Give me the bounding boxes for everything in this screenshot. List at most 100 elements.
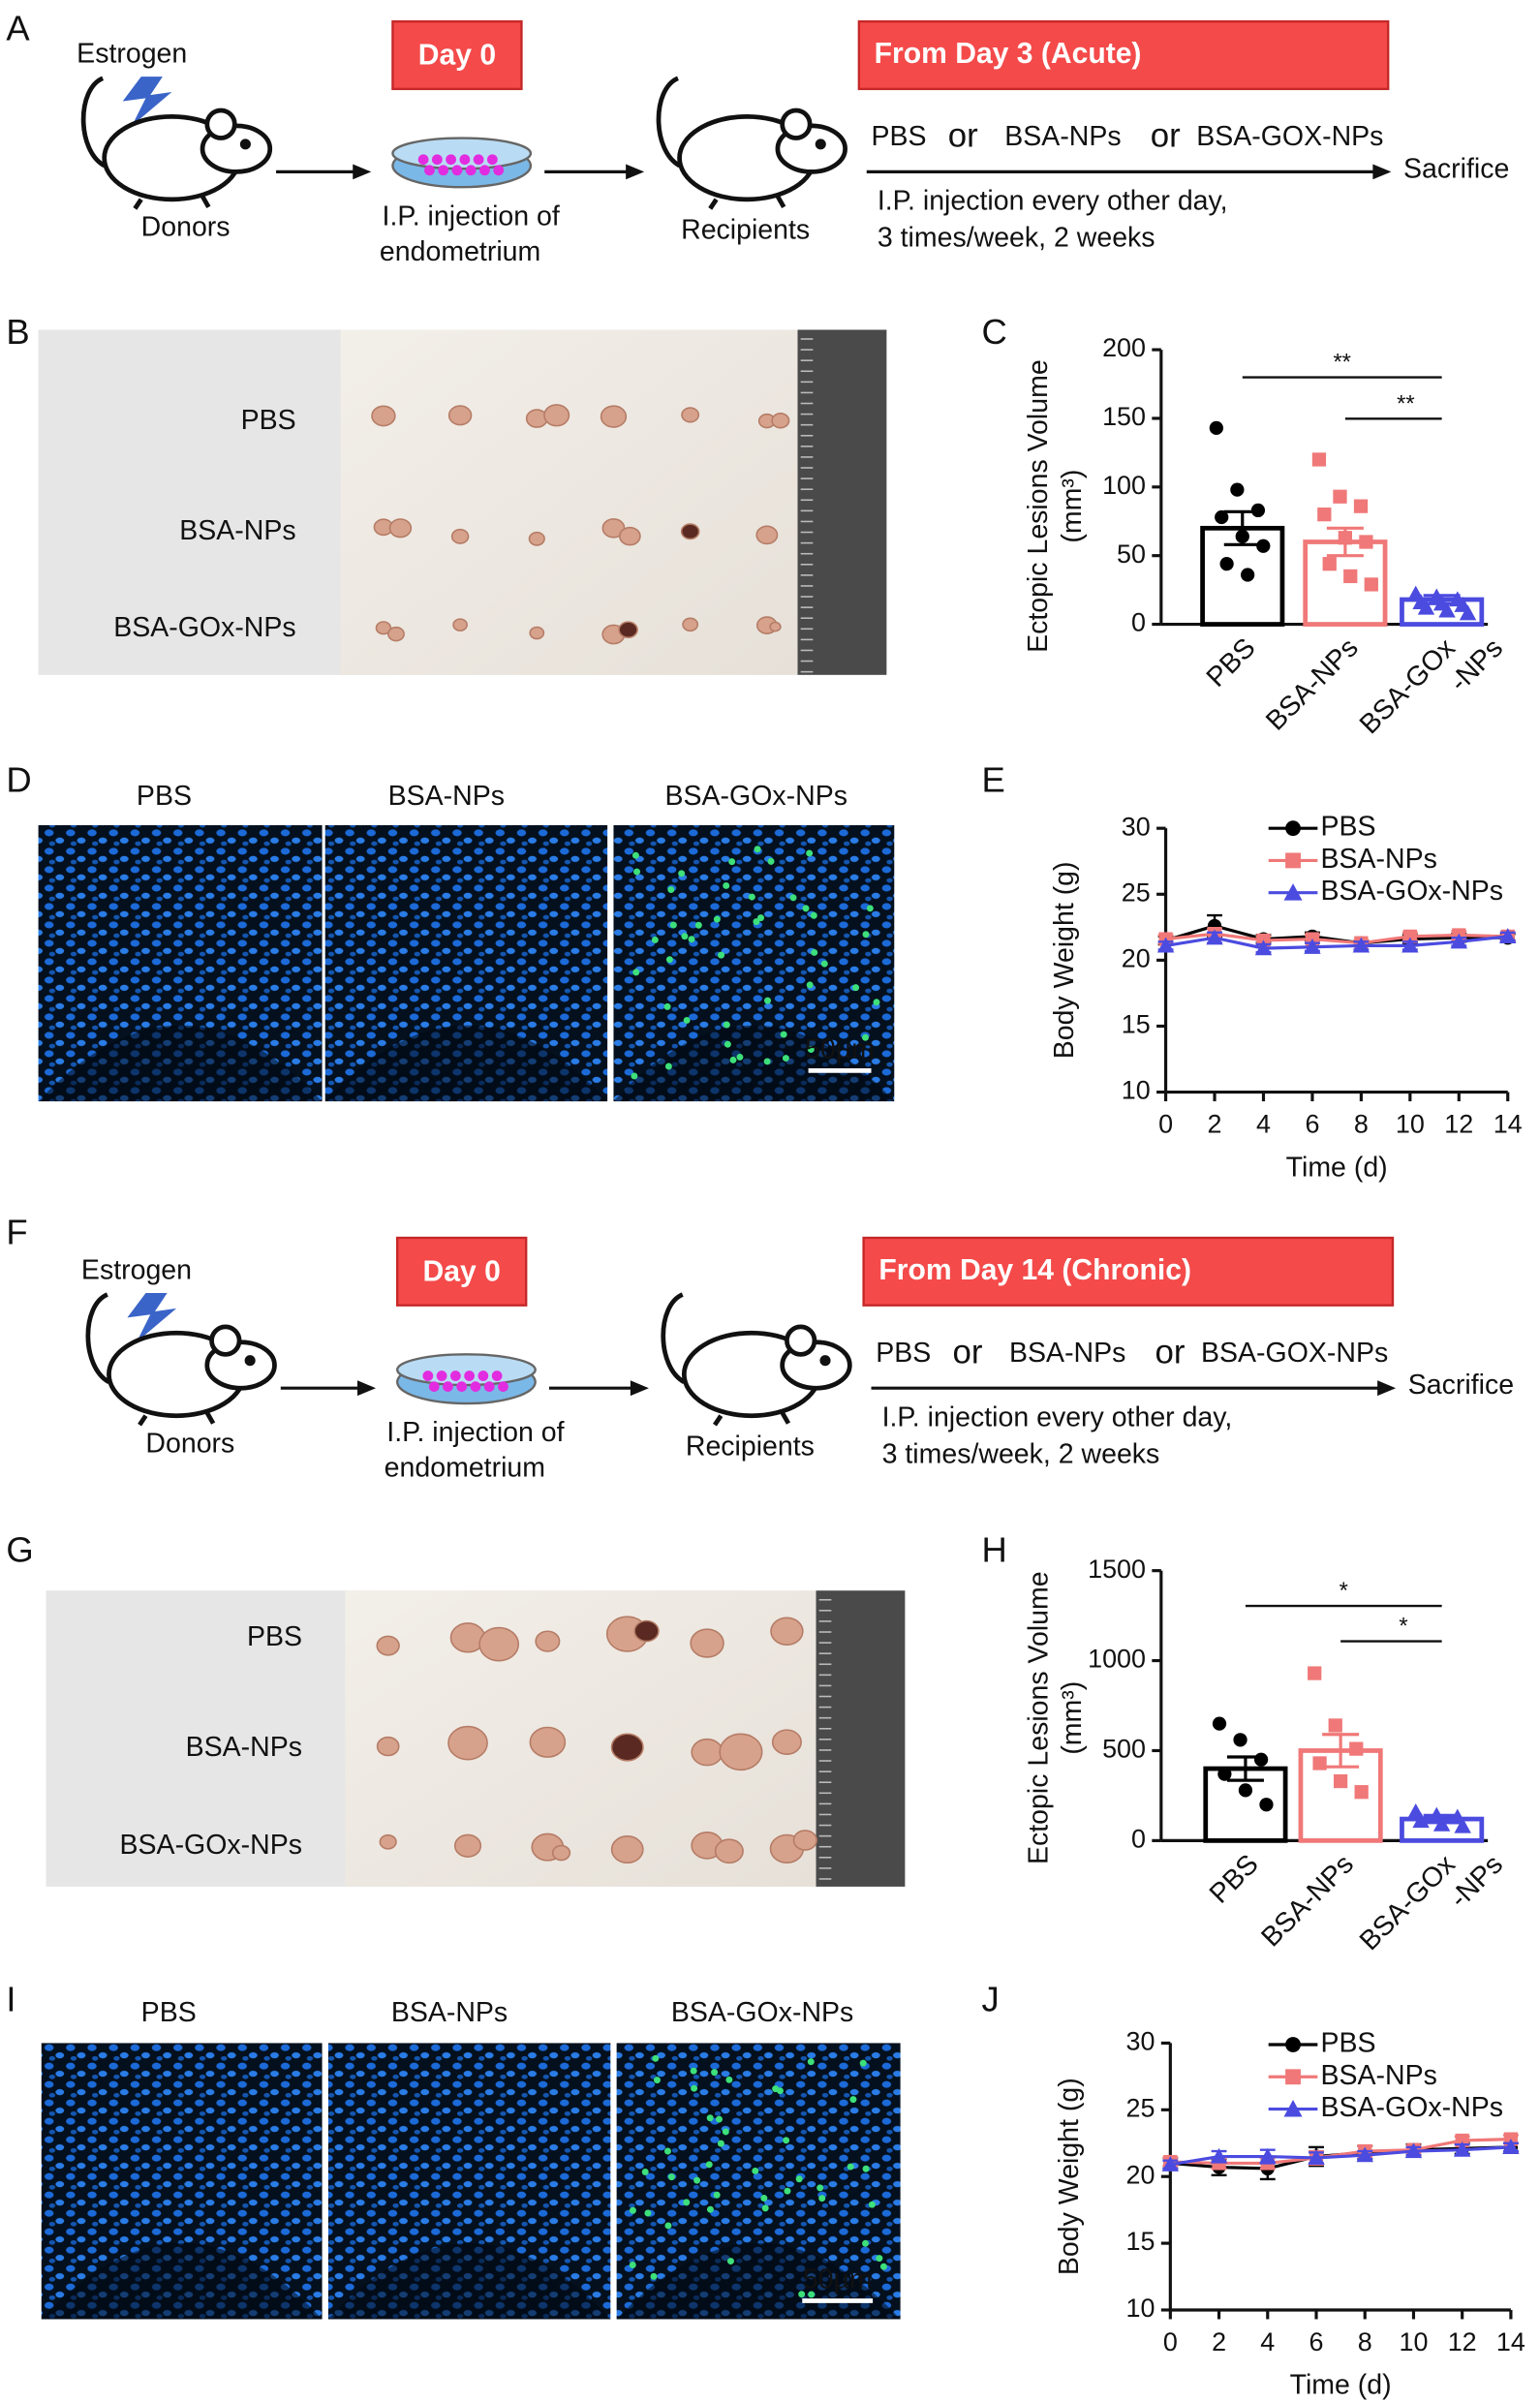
positive-cell [663, 2147, 671, 2155]
dish-cell [498, 1381, 508, 1393]
x-tick-label: 10 [1396, 1110, 1425, 1139]
mouse-tail [656, 76, 681, 169]
x-tick-label: BSA-NPs [1260, 632, 1365, 737]
micrograph-shade [41, 2243, 323, 2320]
lesion [528, 531, 545, 546]
positive-cell [678, 870, 686, 878]
lesion [535, 1630, 561, 1652]
positive-cell [820, 960, 828, 968]
positive-cell [667, 886, 675, 894]
x-tick-label: 0 [1158, 1110, 1173, 1139]
micrograph-label: PBS [141, 1997, 197, 2028]
positive-cell [879, 2263, 887, 2270]
marker [1250, 503, 1266, 518]
start-label: Day 0 [418, 40, 496, 72]
lesion [371, 405, 396, 427]
dish-cell [451, 165, 463, 176]
positive-cell [713, 915, 721, 923]
positive-cell [772, 2085, 780, 2093]
stimulus-label: Estrogen [81, 1254, 192, 1285]
dish-cell [493, 165, 505, 176]
positive-cell [752, 2167, 759, 2174]
lesion [771, 413, 790, 429]
group-label: PBS [876, 1338, 931, 1369]
lesion [447, 1725, 488, 1761]
donors-label: Donors [145, 1428, 234, 1459]
positive-cell [811, 948, 818, 956]
marker [1238, 1783, 1253, 1798]
marker [1219, 557, 1234, 571]
dish-cell [465, 165, 477, 176]
positive-cell [784, 2187, 791, 2195]
positive-cell [705, 2161, 713, 2169]
significance-label: * [1340, 1578, 1348, 1604]
series-line [1165, 932, 1508, 945]
x-tick-label: PBS [1201, 632, 1262, 693]
y-axis-label: (mm³) [1057, 1681, 1088, 1755]
marker [1333, 1773, 1348, 1789]
positive-cell [753, 918, 760, 926]
series-line [1170, 2145, 1511, 2167]
marker [1209, 420, 1223, 435]
positive-cell [862, 1033, 869, 1041]
start-label: Day 0 [423, 1255, 501, 1287]
positive-cell [795, 2175, 803, 2183]
legend-label: BSA-GOx-NPs [1321, 2092, 1503, 2123]
positive-cell [757, 914, 765, 922]
start-box [391, 19, 523, 91]
x-tick-label: 12 [1448, 2327, 1477, 2356]
mouse-eye [239, 139, 251, 150]
dish-cell [491, 1370, 503, 1381]
marker [1499, 928, 1517, 943]
lesion [376, 1736, 400, 1757]
lesion [447, 405, 473, 426]
positive-cell [718, 951, 725, 959]
x-tick-label: BSA-GOx-NPs [1353, 1825, 1508, 1980]
legend-label: BSA-NPs [1321, 844, 1437, 875]
lesion [453, 1833, 482, 1858]
legend-marker [1285, 2069, 1301, 2085]
positive-cell [876, 2255, 883, 2263]
scale-bar-label: 50µm [803, 2263, 873, 2294]
window-box [857, 19, 1390, 91]
positive-cell [706, 2114, 714, 2122]
panel-label: F [6, 1212, 27, 1251]
marker [1210, 2147, 1228, 2164]
marker [1402, 929, 1417, 943]
mouse-foot [780, 1411, 791, 1425]
photo-row-label: PBS [247, 1621, 302, 1652]
micrograph-label: BSA-NPs [388, 781, 505, 812]
lesion [379, 1833, 397, 1850]
positive-cell [761, 2204, 769, 2212]
injection-label: endometrium [380, 236, 540, 267]
positive-cell [847, 2163, 854, 2171]
marker [1459, 604, 1477, 621]
positive-cell [664, 2222, 672, 2230]
y-tick-label: 20 [1122, 943, 1151, 972]
significance-label: * [1399, 1614, 1407, 1640]
marker [1235, 529, 1249, 543]
y-axis-label: (mm³) [1057, 470, 1088, 543]
lesion [755, 525, 779, 545]
marker [1312, 1756, 1327, 1771]
lesion [610, 1835, 644, 1864]
mouse-icon [85, 1292, 277, 1427]
positive-cell [631, 851, 639, 859]
positive-cell [862, 2165, 870, 2172]
dish-cell [446, 154, 456, 166]
panel-label: D [6, 759, 31, 799]
marker [1454, 1817, 1471, 1833]
dish-cell [483, 1381, 495, 1393]
marker [1450, 933, 1467, 949]
series-line [1165, 935, 1508, 950]
positive-cell [722, 2128, 729, 2136]
y-tick-label: 30 [1126, 2027, 1155, 2056]
recipients-label: Recipients [681, 215, 810, 246]
arrow-head [626, 164, 645, 180]
lesion [529, 626, 545, 640]
start-box [395, 1236, 528, 1307]
window-box [862, 1236, 1395, 1307]
dish-cell [456, 1381, 468, 1393]
panel-label: H [982, 1529, 1007, 1569]
photo-row-label: BSA-GOx-NPs [113, 612, 295, 643]
